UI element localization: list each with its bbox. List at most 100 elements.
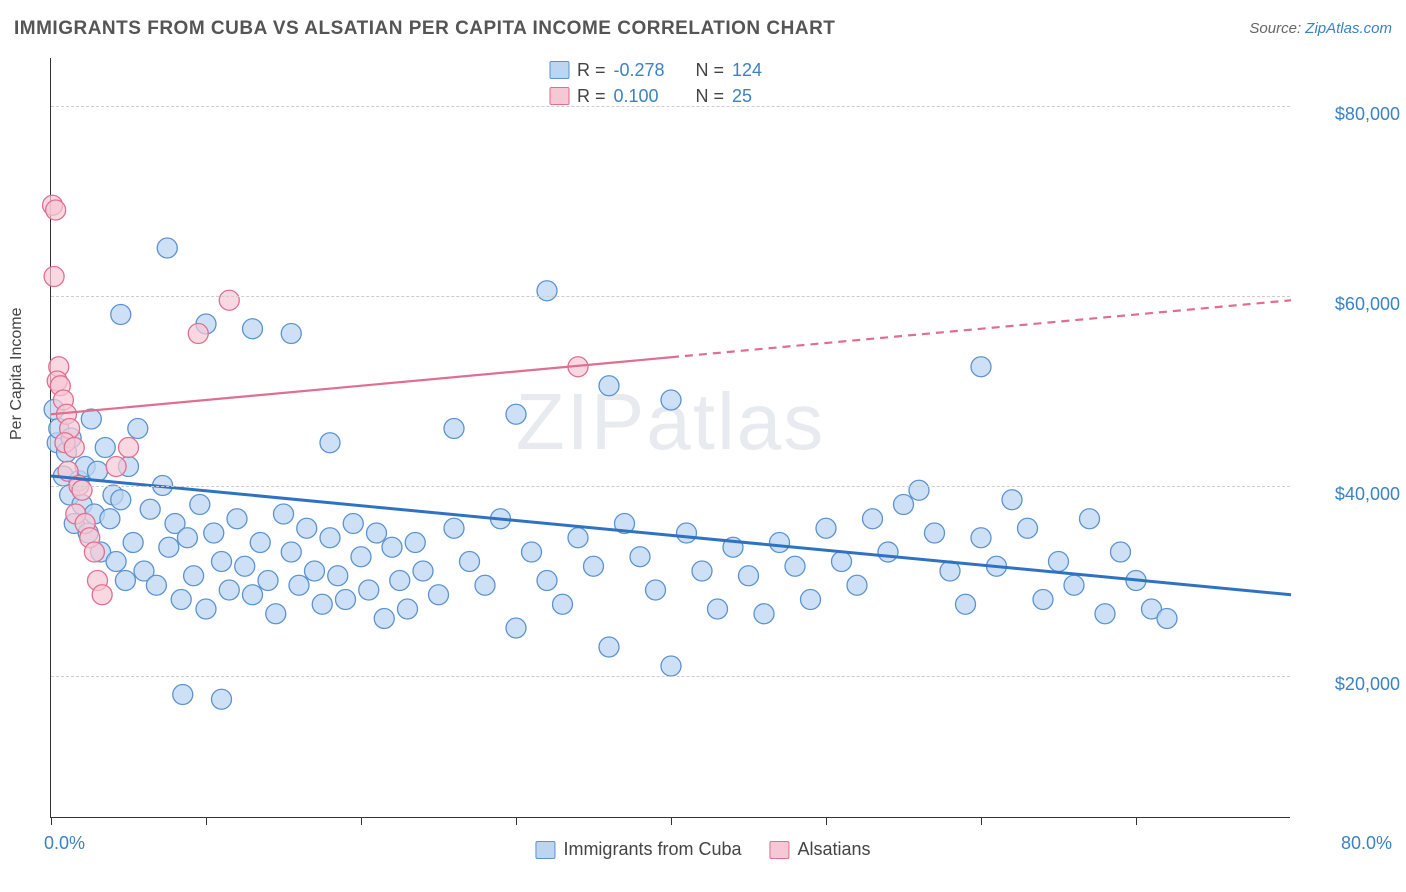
plot-area: ZIPatlas R =-0.278N =124R =0.100N =25 $2…	[50, 58, 1290, 818]
point-cuba	[374, 609, 394, 629]
point-cuba	[785, 556, 805, 576]
point-cuba	[971, 357, 991, 377]
point-cuba	[171, 590, 191, 610]
chart-title: IMMIGRANTS FROM CUBA VS ALSATIAN PER CAP…	[14, 18, 835, 40]
point-cuba	[173, 685, 193, 705]
source-label: Source:	[1249, 20, 1305, 37]
point-cuba	[1111, 542, 1131, 562]
point-cuba	[553, 594, 573, 614]
point-cuba	[274, 504, 294, 524]
point-cuba	[219, 580, 239, 600]
trend-line-alsatians	[51, 357, 671, 414]
point-cuba	[320, 433, 340, 453]
legend-item: Alsatians	[770, 839, 871, 860]
point-cuba	[212, 552, 232, 572]
x-axis-max-label: 80.0%	[1341, 833, 1392, 854]
point-cuba	[305, 561, 325, 581]
point-cuba	[460, 552, 480, 572]
point-cuba	[832, 552, 852, 572]
point-cuba	[266, 604, 286, 624]
x-axis-min-label: 0.0%	[44, 833, 85, 854]
point-cuba	[190, 495, 210, 515]
point-cuba	[661, 656, 681, 676]
point-cuba	[568, 528, 588, 548]
point-alsatians	[119, 438, 139, 458]
chart-container: IMMIGRANTS FROM CUBA VS ALSATIAN PER CAP…	[0, 0, 1406, 892]
point-cuba	[475, 575, 495, 595]
point-cuba	[708, 599, 728, 619]
point-cuba	[1064, 575, 1084, 595]
x-tick	[206, 817, 207, 825]
legend-label: Immigrants from Cuba	[563, 839, 741, 860]
legend-item: Immigrants from Cuba	[535, 839, 741, 860]
point-cuba	[177, 528, 197, 548]
n-label: N =	[696, 57, 725, 83]
point-cuba	[106, 552, 126, 572]
point-cuba	[157, 238, 177, 258]
point-alsatians	[72, 480, 92, 500]
gridline	[51, 296, 1290, 297]
legend-swatch	[770, 841, 790, 859]
point-cuba	[816, 518, 836, 538]
point-cuba	[281, 324, 301, 344]
point-cuba	[537, 281, 557, 301]
point-cuba	[739, 566, 759, 586]
x-tick	[981, 817, 982, 825]
point-alsatians	[64, 438, 84, 458]
point-cuba	[243, 319, 263, 339]
point-cuba	[328, 566, 348, 586]
point-cuba	[227, 509, 247, 529]
point-cuba	[522, 542, 542, 562]
correlation-legend: R =-0.278N =124R =0.100N =25	[543, 55, 798, 111]
point-cuba	[1018, 518, 1038, 538]
point-cuba	[212, 689, 232, 709]
point-cuba	[111, 305, 131, 325]
legend-label: Alsatians	[798, 839, 871, 860]
point-cuba	[243, 585, 263, 605]
point-cuba	[250, 533, 270, 553]
gridline	[51, 106, 1290, 107]
point-cuba	[1157, 609, 1177, 629]
point-cuba	[599, 376, 619, 396]
point-cuba	[336, 590, 356, 610]
point-cuba	[343, 514, 363, 534]
point-cuba	[159, 537, 179, 557]
source-attribution: Source: ZipAtlas.com	[1249, 20, 1392, 37]
y-tick-label: $60,000	[1300, 294, 1400, 315]
x-tick	[51, 817, 52, 825]
point-alsatians	[92, 585, 112, 605]
point-cuba	[692, 561, 712, 581]
y-tick-label: $20,000	[1300, 674, 1400, 695]
point-cuba	[398, 599, 418, 619]
y-tick-label: $80,000	[1300, 104, 1400, 125]
point-cuba	[196, 599, 216, 619]
point-alsatians	[44, 267, 64, 287]
point-cuba	[351, 547, 371, 567]
point-cuba	[204, 523, 224, 543]
point-cuba	[801, 590, 821, 610]
point-cuba	[909, 480, 929, 500]
trend-line-cuba	[51, 476, 1291, 595]
x-tick	[826, 817, 827, 825]
point-cuba	[281, 542, 301, 562]
point-cuba	[754, 604, 774, 624]
legend-swatch	[549, 61, 569, 79]
source-value: ZipAtlas.com	[1305, 20, 1392, 37]
point-cuba	[312, 594, 332, 614]
point-cuba	[184, 566, 204, 586]
point-cuba	[506, 618, 526, 638]
trend-line-alsatians-dashed	[671, 300, 1291, 357]
point-cuba	[88, 461, 108, 481]
point-cuba	[413, 561, 433, 581]
point-cuba	[320, 528, 340, 548]
point-cuba	[847, 575, 867, 595]
point-cuba	[115, 571, 135, 591]
point-cuba	[390, 571, 410, 591]
point-cuba	[646, 580, 666, 600]
point-cuba	[537, 571, 557, 591]
point-cuba	[925, 523, 945, 543]
point-cuba	[297, 518, 317, 538]
legend-swatch	[535, 841, 555, 859]
point-alsatians	[106, 457, 126, 477]
point-cuba	[146, 575, 166, 595]
